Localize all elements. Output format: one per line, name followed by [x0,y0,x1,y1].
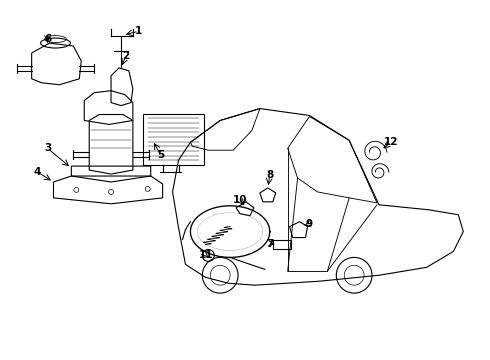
Text: 9: 9 [306,219,313,229]
Text: 1: 1 [135,26,143,36]
Text: 5: 5 [157,150,164,160]
Text: 4: 4 [34,167,41,177]
Text: 11: 11 [199,251,214,260]
Text: 6: 6 [44,34,51,44]
Text: 3: 3 [44,143,51,153]
Text: 7: 7 [266,239,273,248]
Text: 10: 10 [233,195,247,205]
Text: 2: 2 [122,51,129,61]
Text: 12: 12 [384,137,398,147]
Text: 8: 8 [266,170,273,180]
